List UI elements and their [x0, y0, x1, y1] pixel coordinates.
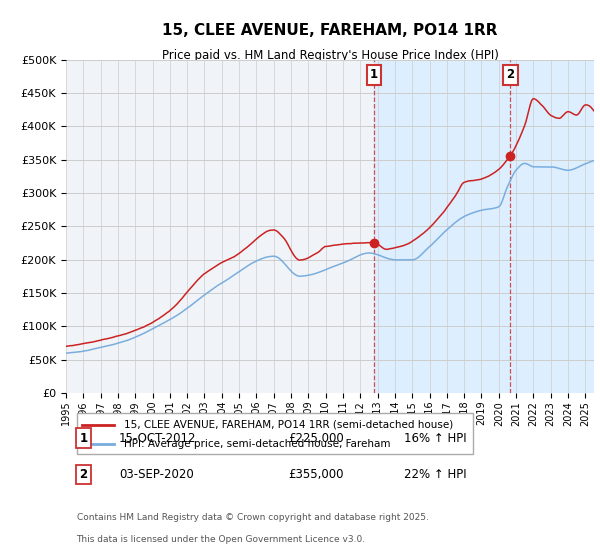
Text: 15-OCT-2012: 15-OCT-2012 — [119, 432, 196, 445]
Text: Contains HM Land Registry data © Crown copyright and database right 2025.: Contains HM Land Registry data © Crown c… — [77, 514, 428, 522]
Text: 1: 1 — [370, 68, 378, 81]
Bar — [374, 60, 511, 393]
Text: 15, CLEE AVENUE, FAREHAM, PO14 1RR (semi-detached house): 15, CLEE AVENUE, FAREHAM, PO14 1RR (semi… — [124, 420, 454, 430]
Text: HPI: Average price, semi-detached house, Fareham: HPI: Average price, semi-detached house,… — [124, 439, 391, 449]
Text: £355,000: £355,000 — [288, 468, 343, 481]
Text: 15, CLEE AVENUE, FAREHAM, PO14 1RR: 15, CLEE AVENUE, FAREHAM, PO14 1RR — [162, 24, 498, 38]
Text: 2: 2 — [79, 468, 88, 481]
Text: £225,000: £225,000 — [288, 432, 344, 445]
FancyBboxPatch shape — [77, 413, 473, 454]
Text: 16% ↑ HPI: 16% ↑ HPI — [404, 432, 467, 445]
Bar — [511, 60, 594, 393]
Text: 22% ↑ HPI: 22% ↑ HPI — [404, 468, 467, 481]
Text: 03-SEP-2020: 03-SEP-2020 — [119, 468, 194, 481]
Text: This data is licensed under the Open Government Licence v3.0.: This data is licensed under the Open Gov… — [77, 535, 365, 544]
Text: Price paid vs. HM Land Registry's House Price Index (HPI): Price paid vs. HM Land Registry's House … — [161, 49, 499, 62]
Text: 2: 2 — [506, 68, 514, 81]
Text: 1: 1 — [79, 432, 88, 445]
